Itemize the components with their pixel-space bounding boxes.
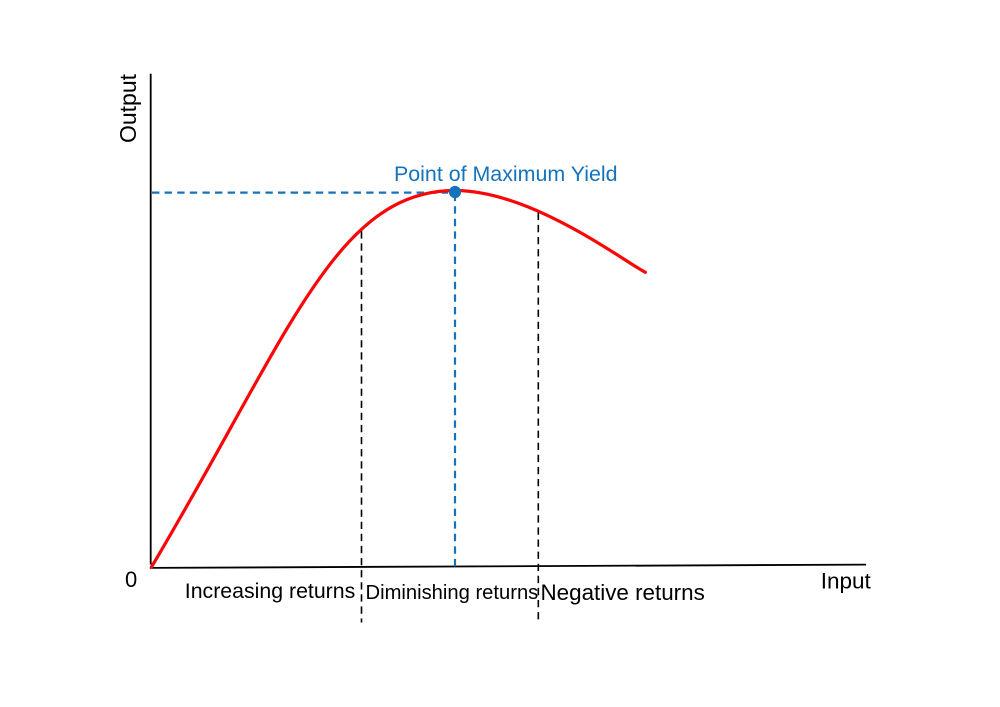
svg-text:Negative returns: Negative returns bbox=[541, 580, 705, 605]
svg-text:Input: Input bbox=[821, 569, 872, 594]
svg-text:0: 0 bbox=[125, 567, 137, 592]
svg-text:Output: Output bbox=[115, 73, 141, 143]
svg-text:Point of Maximum Yield: Point of Maximum Yield bbox=[394, 162, 618, 186]
svg-text:Diminishing returns: Diminishing returns bbox=[366, 582, 539, 604]
svg-text:Increasing returns: Increasing returns bbox=[185, 579, 355, 603]
